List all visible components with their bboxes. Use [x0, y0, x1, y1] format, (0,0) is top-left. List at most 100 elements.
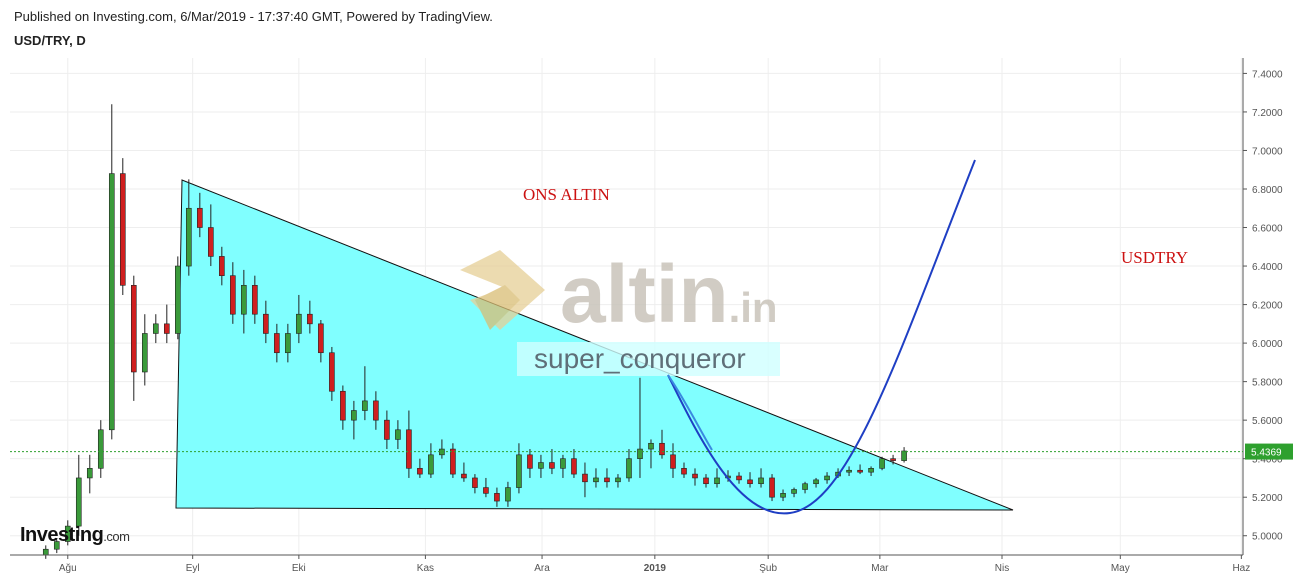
y-tick-label: 6.4000 [1252, 262, 1283, 273]
candle-body [75, 477, 82, 527]
y-tick-label: 6.0000 [1252, 339, 1283, 350]
candle-body [582, 473, 588, 483]
y-tick-label: 7.0000 [1252, 146, 1283, 157]
candle-body [857, 469, 863, 473]
candle-body [637, 448, 643, 459]
candle-body [692, 473, 698, 479]
y-tick-label: 5.4000 [1252, 455, 1283, 466]
candle-body [560, 458, 566, 469]
x-tick-label: Haz [1232, 563, 1250, 574]
x-tick-label: Eyl [186, 563, 200, 574]
y-tick-label: 5.2000 [1252, 493, 1283, 504]
last-price-box [1245, 443, 1293, 460]
candle-body [824, 475, 830, 481]
candle-body [571, 458, 577, 475]
candle-body [406, 429, 412, 469]
candle-body [263, 313, 269, 334]
candle-body [659, 442, 665, 456]
symbol: USD/TRY, D [14, 33, 86, 48]
footer-logo: Investing.com [20, 524, 129, 546]
candle-body [362, 400, 368, 411]
y-tick-label: 7.2000 [1252, 108, 1283, 119]
candle-body [758, 477, 764, 485]
candle-body [769, 477, 775, 498]
candle-body [197, 207, 203, 228]
candle-body [141, 333, 148, 373]
candle-body [417, 468, 423, 475]
candle-body [879, 458, 885, 469]
x-tick-label: Şub [759, 563, 777, 574]
published-note: Published on Investing.com, 6/Mar/2019 -… [14, 9, 493, 24]
watermark-logo [460, 250, 545, 330]
candle-body [901, 450, 907, 461]
candle-body [615, 477, 621, 483]
candle-body [670, 454, 676, 469]
candle-body [296, 313, 302, 334]
y-tick-label: 6.6000 [1252, 224, 1283, 235]
candle-body [538, 462, 544, 469]
candle-body [472, 477, 478, 488]
candle-body [483, 487, 489, 494]
candle-body [384, 419, 390, 440]
author: super_conqueror [534, 343, 746, 374]
candle-body [846, 469, 852, 473]
candle-body [868, 468, 874, 473]
watermark-text: altin.in [560, 249, 778, 340]
curve-drawing [667, 159, 976, 515]
candle-body [791, 489, 797, 494]
candle-body [53, 541, 60, 550]
candle-body [219, 256, 225, 276]
candle-body [329, 352, 335, 392]
footer-logo-name: Investing [20, 524, 103, 546]
candle-body [527, 454, 533, 469]
y-tick-label: 5.6000 [1252, 416, 1283, 427]
annotation: ONS ALTIN [523, 185, 610, 204]
candle-body [86, 468, 93, 479]
x-tick-label: Nis [995, 563, 1009, 574]
axes: 5.0000 5.2000 5.4000 5.6000 5.8000 6.0000 6.20… [10, 58, 1293, 574]
candle-body [164, 323, 170, 334]
candle-body [604, 477, 610, 483]
candle-body [461, 473, 467, 479]
x-tick-label: Ara [534, 563, 550, 574]
candle-body [230, 275, 236, 315]
candle-body [241, 285, 247, 315]
candle-body [119, 173, 126, 286]
candle-body [153, 323, 159, 334]
candle-body [208, 227, 214, 257]
x-tick-label: Mar [871, 563, 889, 574]
candle-body [626, 458, 632, 479]
candle-body [64, 525, 71, 542]
candle-body [351, 410, 357, 421]
y-tick-label: 6.2000 [1252, 301, 1283, 312]
candle-body [593, 477, 599, 483]
candle-body [747, 479, 753, 485]
candle-body [97, 429, 104, 469]
candle-body [802, 483, 808, 490]
candle-body [395, 429, 401, 440]
y-tick-label: 5.0000 [1252, 532, 1283, 543]
candle-body [890, 458, 896, 461]
candle-body [373, 400, 379, 421]
candle-body [252, 285, 258, 315]
candle-body [42, 548, 49, 556]
candle-body [450, 448, 456, 475]
candle-body [130, 285, 137, 373]
candle-body [549, 462, 555, 469]
y-tick-label: 6.8000 [1252, 185, 1283, 196]
x-tick-label: Eki [292, 563, 306, 574]
candles [42, 104, 907, 559]
candle-body [175, 265, 181, 334]
y-tick-label: 5.8000 [1252, 378, 1283, 389]
last-price-label: 5.4369 [1251, 448, 1282, 459]
y-tick-label: 7.4000 [1252, 69, 1283, 80]
candle-body [516, 454, 522, 488]
candle-body [714, 477, 720, 485]
annotation: USDTRY [1121, 248, 1188, 267]
x-tick-label: Ağu [59, 563, 77, 574]
candle-body [108, 173, 115, 431]
candle-body [186, 207, 192, 267]
candle-body [813, 479, 819, 485]
candle-body [736, 475, 742, 481]
